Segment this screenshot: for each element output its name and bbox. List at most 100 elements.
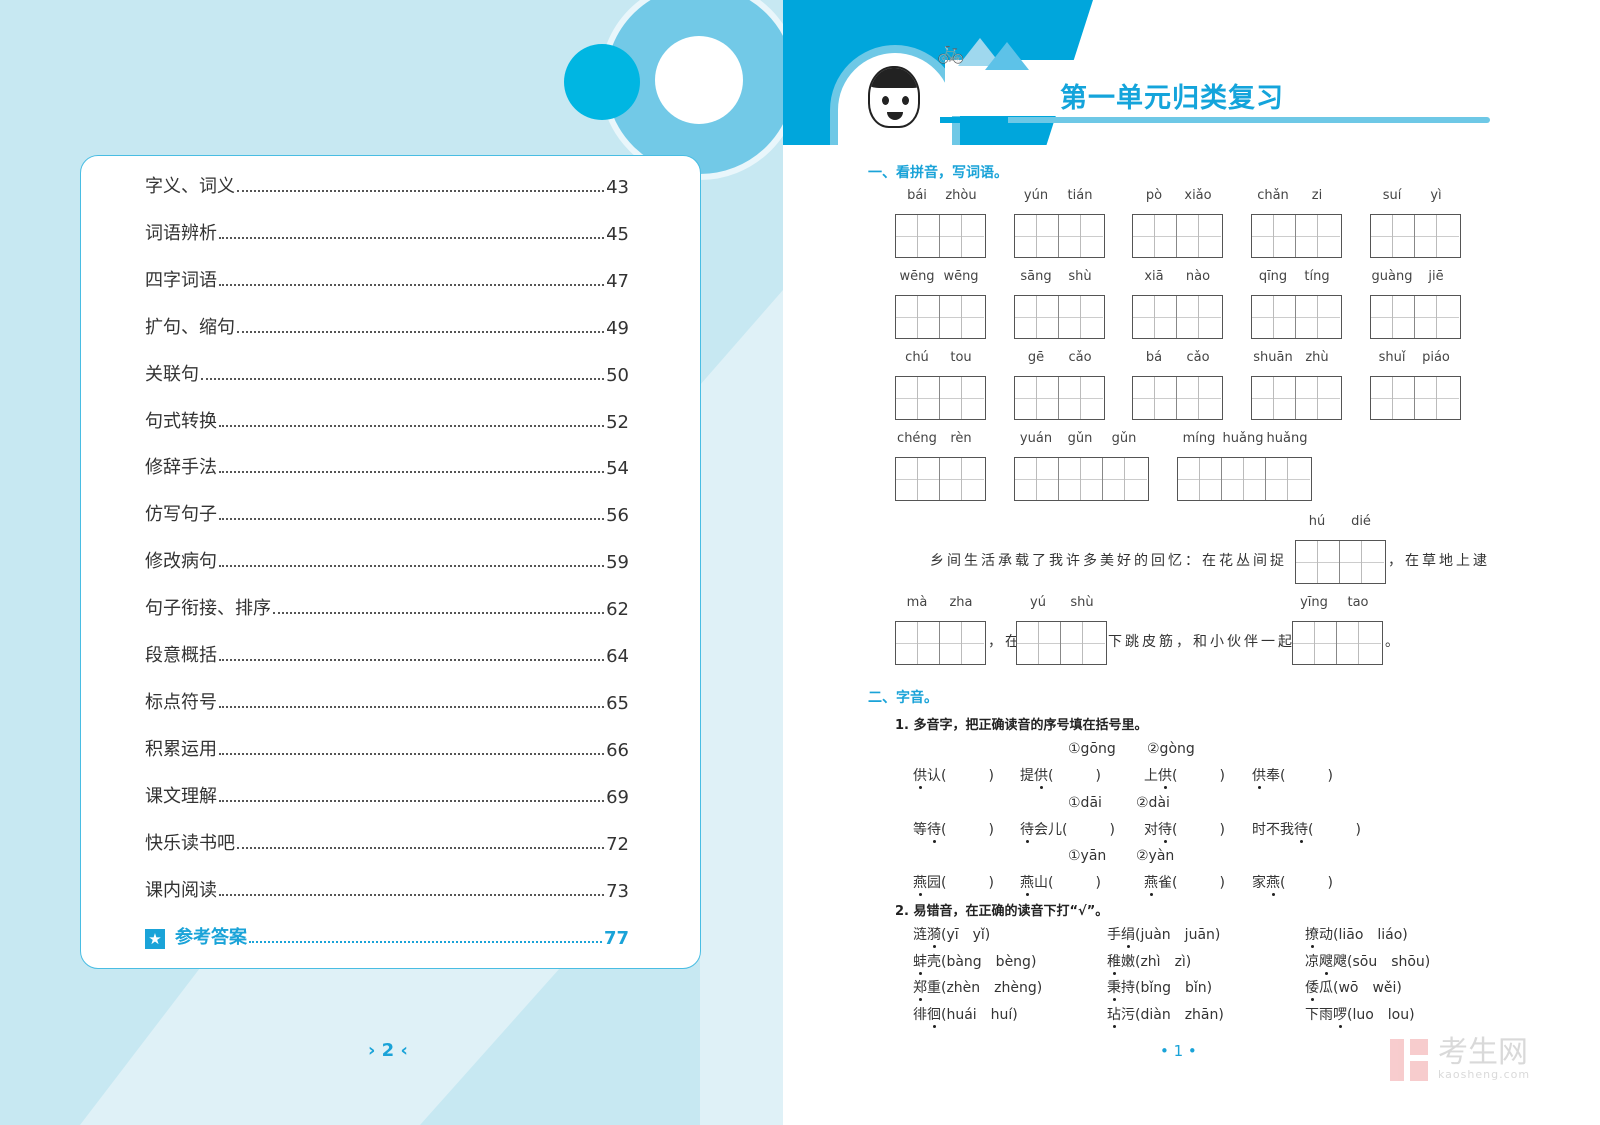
writing-cell (1293, 622, 1337, 664)
emphasis-dot (918, 998, 922, 1001)
pronunciation-choice[interactable]: 手绢 (juàn juān) (1107, 926, 1221, 948)
writing-box[interactable] (1295, 540, 1386, 584)
toc-item-label: 仿写句子 (145, 504, 217, 526)
toc-item[interactable]: 修改病句 59 (145, 549, 629, 573)
writing-box[interactable] (1251, 295, 1342, 339)
pinyin: yì (1430, 188, 1442, 203)
toc-item-label: 句式转换 (145, 410, 217, 432)
emphasis-dot (932, 1024, 936, 1028)
writing-box[interactable] (1292, 621, 1383, 665)
pinyin-choices[interactable]: (juàn juān) (1135, 927, 1221, 943)
pinyin-choices[interactable]: (huái huí) (941, 1006, 1018, 1023)
writing-box[interactable] (1016, 621, 1107, 665)
writing-box[interactable] (1014, 457, 1149, 501)
writing-box[interactable] (1177, 457, 1312, 501)
toc-item[interactable]: 段意概括 64 (145, 643, 629, 667)
writing-box[interactable] (895, 295, 986, 339)
pinyin-choices[interactable]: (diàn zhān) (1135, 1006, 1224, 1023)
toc-item[interactable]: 课文理解 69 (145, 784, 629, 808)
pinyin-choices[interactable]: (yī yǐ) (941, 927, 991, 943)
pinyin: zha (949, 595, 973, 610)
pronunciation-choice[interactable]: 郑重 (zhèn zhèng) (913, 979, 1043, 1001)
writing-box[interactable] (1251, 376, 1342, 420)
dotted-leader (273, 612, 605, 615)
toc-item[interactable]: 关联句 50 (145, 362, 629, 386)
pronunciation-choice[interactable]: 凉飕飕 (sōu shōu) (1305, 953, 1431, 975)
emphasis-dot (1324, 971, 1328, 975)
writing-box[interactable] (895, 214, 986, 258)
pronunciation-choice[interactable]: 秉持 (bǐng bǐn) (1107, 979, 1213, 1001)
dotted-leader (219, 424, 605, 427)
answer-parentheses[interactable]: ( ) (1280, 768, 1333, 784)
toc-item[interactable]: 标点符号 65 (145, 690, 629, 714)
pinyin-choices[interactable]: (bǐng bǐn) (1135, 980, 1213, 996)
toc-item[interactable]: 仿写句子 56 (145, 502, 629, 526)
writing-cell (1296, 377, 1340, 419)
pinyin-choices[interactable]: (bàng bèng) (941, 953, 1037, 970)
toc-item[interactable]: 课内阅读 73 (145, 878, 629, 902)
toc-item[interactable]: 句式转换 52 (145, 409, 629, 433)
answer-parentheses[interactable]: ( ) (941, 821, 994, 838)
toc-item[interactable]: 扩句、缩句 49 (145, 315, 629, 339)
writing-box[interactable] (1370, 295, 1461, 339)
answer-parentheses[interactable]: ( ) (1308, 821, 1361, 838)
writing-box[interactable] (1014, 214, 1105, 258)
answer-parentheses[interactable]: ( ) (1048, 875, 1101, 891)
pronunciation-choice[interactable]: 蚌壳 (bàng bèng) (913, 953, 1037, 975)
answer-parentheses[interactable]: ( ) (1280, 875, 1333, 891)
writing-box[interactable] (1132, 295, 1223, 339)
writing-box[interactable] (1014, 295, 1105, 339)
emphasis-dot (1310, 945, 1314, 948)
pronunciation-choice[interactable]: 徘徊 (huái huí) (913, 1006, 1018, 1028)
writing-box[interactable] (1370, 376, 1461, 420)
writing-box[interactable] (1370, 214, 1461, 258)
pronunciation-choice[interactable]: 下雨啰 (luo lou) (1305, 1006, 1415, 1028)
writing-cell (940, 215, 984, 257)
writing-box[interactable] (1132, 214, 1223, 258)
answer-parentheses[interactable]: ( ) (1172, 821, 1225, 838)
writing-box[interactable] (1014, 376, 1105, 420)
pronunciation-choice[interactable]: 涟漪 (yī yǐ) (913, 926, 991, 948)
toc-item[interactable]: 修辞手法 54 (145, 455, 629, 479)
emphasis-dot (1025, 839, 1029, 843)
pinyin-choices[interactable]: (luo lou) (1347, 1006, 1415, 1023)
answer-parentheses[interactable]: ( ) (1172, 768, 1225, 784)
answer-parentheses[interactable]: ( ) (1172, 875, 1225, 891)
answer-parentheses[interactable]: ( ) (1062, 821, 1115, 838)
writing-box[interactable] (1132, 376, 1223, 420)
toc-item[interactable]: 词语辨析 45 (145, 221, 629, 245)
toc-item[interactable]: 四字词语 47 (145, 268, 629, 292)
answer-parentheses[interactable]: ( ) (941, 875, 994, 891)
pronunciation-choice[interactable]: 倭瓜 (wō wěi) (1305, 979, 1402, 1001)
writing-box[interactable] (895, 457, 986, 501)
toc-item-label: 课内阅读 (145, 879, 217, 901)
pinyin: cǎo (1068, 350, 1092, 365)
pinyin-choices[interactable]: (liāo liáo) (1333, 927, 1408, 943)
pinyin-choices[interactable]: (sōu shōu) (1347, 953, 1431, 970)
dotted-leader (219, 893, 605, 896)
writing-cell (1133, 215, 1177, 257)
toc-item-answers[interactable]: ★ 参考答案 77 (145, 925, 629, 949)
word-text: 时不我待 (1252, 821, 1308, 838)
toc-item[interactable]: 快乐读书吧 72 (145, 831, 629, 855)
pronunciation-choice[interactable]: 稚嫩 (zhì zì) (1107, 953, 1192, 975)
pinyin-choices[interactable]: (zhèn zhèng) (941, 980, 1043, 996)
pinyin: nào (1185, 269, 1211, 284)
writing-cell (1103, 458, 1147, 500)
pronunciation-choice[interactable]: 玷污 (diàn zhān) (1107, 1006, 1224, 1028)
writing-cell (1340, 541, 1384, 583)
polyphone-word: 供认( ) (913, 767, 994, 789)
answer-parentheses[interactable]: ( ) (941, 768, 994, 784)
toc-item[interactable]: 积累运用 66 (145, 737, 629, 761)
writing-box[interactable] (895, 621, 986, 665)
toc-item[interactable]: 句子衔接、排序 62 (145, 596, 629, 620)
toc-item[interactable]: 字义、词义 43 (145, 174, 629, 198)
toc-item-label: 句子衔接、排序 (145, 598, 271, 620)
pronunciation-choice[interactable]: 撩动 (liāo liáo) (1305, 926, 1408, 948)
writing-box[interactable] (1251, 214, 1342, 258)
answer-parentheses[interactable]: ( ) (1048, 768, 1101, 784)
pinyin: shù (1070, 595, 1094, 610)
pinyin-choices[interactable]: (wō wěi) (1333, 980, 1402, 996)
writing-box[interactable] (895, 376, 986, 420)
pinyin-choices[interactable]: (zhì zì) (1135, 953, 1192, 970)
